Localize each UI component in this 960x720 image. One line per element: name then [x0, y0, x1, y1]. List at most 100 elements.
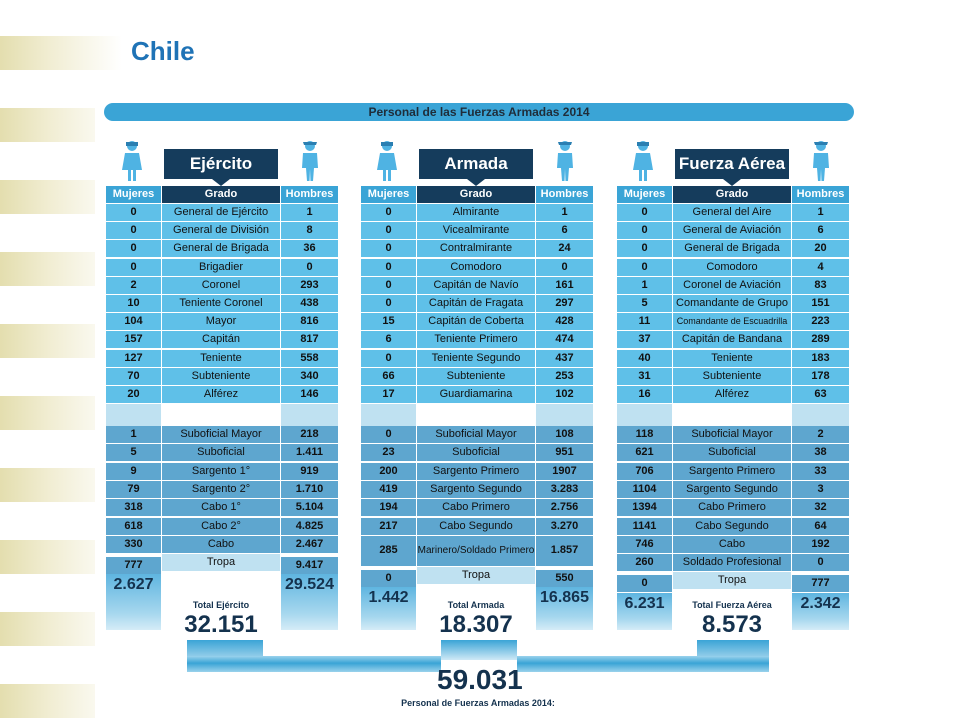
men-count: 474: [536, 331, 593, 349]
connector-armada: [441, 640, 517, 660]
men-count: 4: [792, 258, 849, 276]
men-total: 2.342: [800, 594, 841, 612]
women-count: 200: [361, 462, 416, 480]
section-gap: [536, 404, 593, 426]
rank-label: Comodoro: [417, 258, 535, 276]
rank-label: Capitán de Fragata: [417, 295, 535, 312]
rank-label: Guardiamarina: [417, 386, 535, 403]
women-count: 419: [361, 480, 416, 498]
section-gap: [792, 404, 849, 426]
rank-label: General del Aire: [673, 204, 791, 221]
rank-label: Sargento Segundo: [673, 480, 791, 498]
men-count: 1.857: [536, 535, 593, 566]
rank-label: Cabo Segundo: [417, 517, 535, 535]
women-count: 0: [361, 222, 416, 240]
branch-total: 8.573: [701, 611, 763, 638]
women-count: 10: [106, 295, 161, 312]
rank-label: Cabo: [673, 535, 791, 553]
men-count: 83: [792, 276, 849, 294]
men-count: 183: [792, 349, 849, 367]
women-count: 157: [106, 331, 161, 349]
women-count: 17: [361, 386, 416, 403]
men-count: 951: [536, 444, 593, 462]
men-count: 437: [536, 349, 593, 367]
header-women: Mujeres: [617, 186, 672, 203]
women-count: 1: [106, 426, 161, 443]
women-count: 16: [617, 386, 672, 403]
men-count: 9.417: [281, 557, 338, 575]
section-gap: [361, 404, 416, 426]
men-count: 293: [281, 276, 338, 294]
men-total-column: [281, 574, 338, 630]
slide-title: Chile: [131, 36, 195, 66]
women-count: 127: [106, 349, 161, 367]
women-count: 0: [361, 258, 416, 276]
rank-label: Capitán: [162, 331, 280, 349]
rank-label: Tropa: [162, 554, 280, 572]
women-count: 11: [617, 313, 672, 331]
rank-label: Brigadier: [162, 258, 280, 276]
women-count: 0: [361, 426, 416, 443]
branch-title-ejercito: Ejército: [164, 149, 278, 186]
women-count: 1394: [617, 499, 672, 517]
women-count: 70: [106, 367, 161, 385]
women-count: 0: [617, 240, 672, 258]
rank-label: Mayor: [162, 313, 280, 331]
rank-label: Cabo Primero: [673, 499, 791, 517]
women-count: 0: [106, 204, 161, 221]
women-count: 0: [361, 570, 416, 588]
rank-label: Subteniente: [673, 367, 791, 385]
men-count: 438: [281, 295, 338, 312]
rank-label: Capitán de Coberta: [417, 313, 535, 331]
men-count: 6: [792, 222, 849, 240]
women-count: 118: [617, 426, 672, 443]
rank-label: Marinero/Soldado Primero: [417, 535, 535, 566]
women-count: 0: [361, 240, 416, 258]
men-count: 777: [792, 575, 849, 593]
section-gap: [106, 404, 161, 426]
rank-label: Suboficial Mayor: [673, 426, 791, 443]
rank-label: General de Brigada: [162, 240, 280, 258]
women-count: 777: [106, 557, 161, 575]
rank-label: Suboficial: [162, 444, 280, 462]
women-total-column: [361, 587, 416, 630]
rank-label: Cabo: [162, 535, 280, 553]
women-count: 217: [361, 517, 416, 535]
men-count: 2.467: [281, 535, 338, 553]
grand-total: 59.031: [437, 664, 523, 695]
women-count: 618: [106, 517, 161, 535]
men-count: 3: [792, 480, 849, 498]
men-count: 161: [536, 276, 593, 294]
men-count: 2.756: [536, 499, 593, 517]
header-rank: Grado: [673, 186, 791, 203]
men-count: 8: [281, 222, 338, 240]
women-count: 0: [617, 204, 672, 221]
rank-label: Vicealmirante: [417, 222, 535, 240]
women-count: 104: [106, 313, 161, 331]
rank-label: Suboficial Mayor: [417, 426, 535, 443]
section-gap: [617, 404, 672, 426]
women-count: 330: [106, 535, 161, 553]
women-total-column: [106, 574, 161, 630]
rank-label: Teniente Segundo: [417, 349, 535, 367]
men-count: 64: [792, 517, 849, 535]
women-count: 40: [617, 349, 672, 367]
men-count: 1.411: [281, 444, 338, 462]
man-icon: [809, 140, 833, 182]
rank-label: Comandante de Escuadrilla: [673, 313, 791, 331]
men-count: 817: [281, 331, 338, 349]
rank-label: Capitán de Navío: [417, 276, 535, 294]
rank-label: General de Ejército: [162, 204, 280, 221]
women-count: 285: [361, 535, 416, 566]
women-count: 0: [106, 222, 161, 240]
men-count: 550: [536, 570, 593, 588]
men-count: 1: [281, 204, 338, 221]
men-count: 1: [792, 204, 849, 221]
men-total: 16.865: [540, 589, 589, 607]
women-count: 66: [361, 367, 416, 385]
men-count: 151: [792, 295, 849, 312]
branch-total-label: Total Fuerza Aérea: [692, 600, 772, 610]
women-count: 0: [617, 222, 672, 240]
women-count: 31: [617, 367, 672, 385]
branch-total: 32.151: [184, 611, 258, 638]
